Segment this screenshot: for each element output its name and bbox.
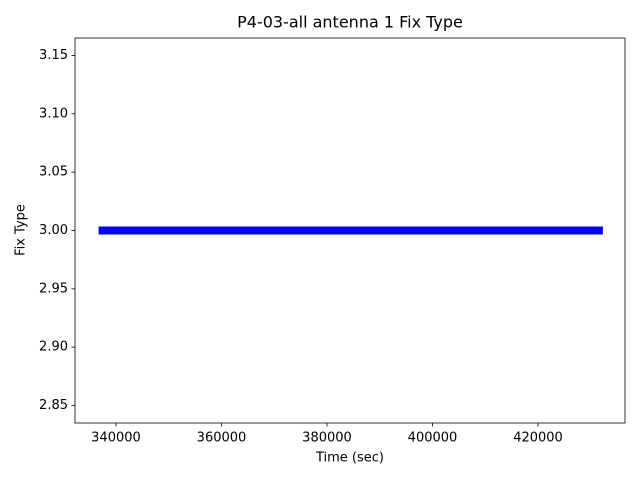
y-tick-label: 3.15 [39,48,68,63]
x-axis-label: Time (sec) [315,451,384,466]
x-tick-label: 340000 [91,431,141,446]
y-tick-label: 3.05 [39,165,68,180]
chart-title: P4-03-all antenna 1 Fix Type [237,13,463,32]
y-axis-label: Fix Type [14,204,29,256]
y-tick-label: 2.95 [39,281,68,296]
x-tick-label: 400000 [408,431,458,446]
y-tick-label: 2.85 [39,398,68,413]
x-tick-label: 380000 [302,431,352,446]
x-tick-label: 420000 [513,431,563,446]
y-tick-label: 3.00 [39,223,68,238]
x-tick-label: 360000 [197,431,247,446]
y-tick-label: 3.10 [39,106,68,121]
y-tick-label: 2.90 [39,340,68,355]
plot-frame [74,37,626,424]
